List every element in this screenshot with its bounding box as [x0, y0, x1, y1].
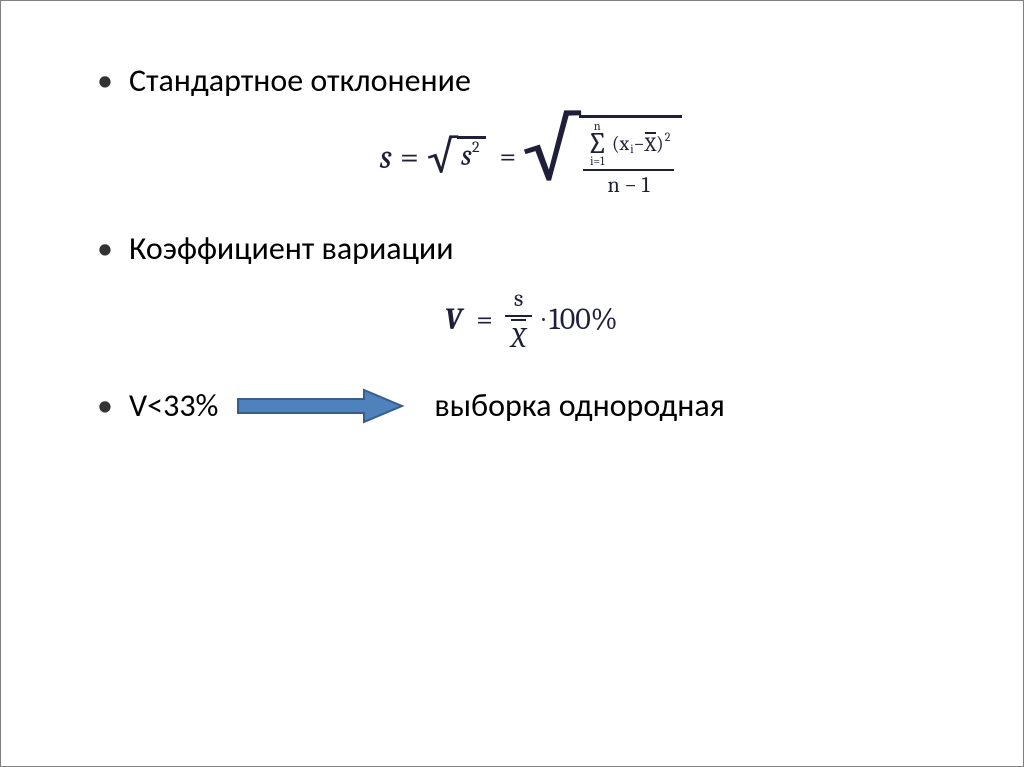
i-sub: i: [630, 143, 633, 156]
sqrt-body-1: s 2: [457, 136, 485, 171]
slide: Стандартное отклонение s = √ s 2 =: [0, 0, 1024, 767]
f1-fraction: n ∑ i=1 ( x: [583, 120, 675, 197]
f2-dot: ·: [542, 303, 545, 336]
bullet-v-cond-line: V<33% выборка однородная: [129, 386, 933, 426]
f1-denominator: n − 1: [603, 173, 653, 197]
bullet-v-cond: V<33% выборка однородная: [91, 386, 933, 426]
f2-xbar: X: [511, 319, 526, 356]
f2-num: s: [508, 283, 529, 313]
bullet-std-dev: Стандартное отклонение s = √ s 2 =: [91, 61, 933, 199]
x-bar-char: X: [645, 133, 656, 156]
sigma-block: n ∑ i=1: [587, 120, 608, 167]
sqrt-body-2: n ∑ i=1 ( x: [579, 115, 683, 199]
arrow-svg: [236, 387, 406, 425]
minus: −: [634, 133, 645, 155]
f1-s2-s: s: [461, 141, 472, 171]
sqrt-sign-2: √: [522, 113, 579, 186]
bullet-coef-var: Коэффициент вариации V = s X ·: [91, 229, 933, 356]
f2-pct: 100%: [549, 301, 618, 339]
formula-std-dev: s = √ s 2 = √: [129, 115, 933, 199]
f2-den: X: [505, 319, 532, 356]
f1-sqrt-full: √ n ∑ i=1: [522, 115, 682, 199]
bullet-std-dev-text: Стандартное отклонение: [129, 61, 471, 100]
x-char: x: [620, 133, 630, 155]
f1-sum-row: n ∑ i=1 ( x: [587, 120, 671, 167]
formula-coef-var: V = s X · 100%: [129, 283, 933, 356]
f2-eq: =: [476, 301, 493, 339]
f2-frac-bar: [505, 315, 532, 317]
v-result: выборка однородная: [434, 386, 724, 426]
bullet-list: Стандартное отклонение s = √ s 2 =: [91, 61, 933, 426]
f1-s2-pow: 2: [472, 139, 480, 155]
formula-coef-var-line: V = s X · 100%: [444, 283, 617, 356]
f1-lhs: s = √ s 2 = √: [380, 115, 683, 199]
f1-frac-bar: [583, 169, 675, 171]
f2-V: V: [444, 301, 462, 339]
f1-numerator: n ∑ i=1 ( x: [583, 120, 675, 167]
pow-2: 2: [665, 131, 671, 144]
paren-open: (: [612, 133, 620, 155]
arrow-icon: [236, 387, 406, 425]
xi: x i: [620, 133, 634, 155]
f2-xbar-char: X: [511, 322, 526, 354]
sqrt-sign-1: √: [427, 136, 457, 177]
sigma-bottom: i=1: [590, 155, 604, 167]
sum-term: ( x i − X: [612, 132, 670, 156]
paren-close: ): [656, 133, 664, 155]
f1-eq2: =: [500, 138, 517, 176]
sigma-symbol: ∑: [587, 130, 608, 157]
f1-sqrt-s2: √ s 2: [427, 136, 486, 177]
bullet-coef-var-text: Коэффициент вариации: [129, 229, 454, 268]
f1-var-s: s: [380, 136, 392, 179]
v-condition: V<33%: [129, 386, 218, 426]
f1-eq1: =: [400, 136, 419, 179]
formula-std-dev-line: s = √ s 2 = √: [380, 115, 683, 199]
x-bar: X: [645, 132, 656, 156]
f2-fraction: s X: [505, 283, 532, 356]
